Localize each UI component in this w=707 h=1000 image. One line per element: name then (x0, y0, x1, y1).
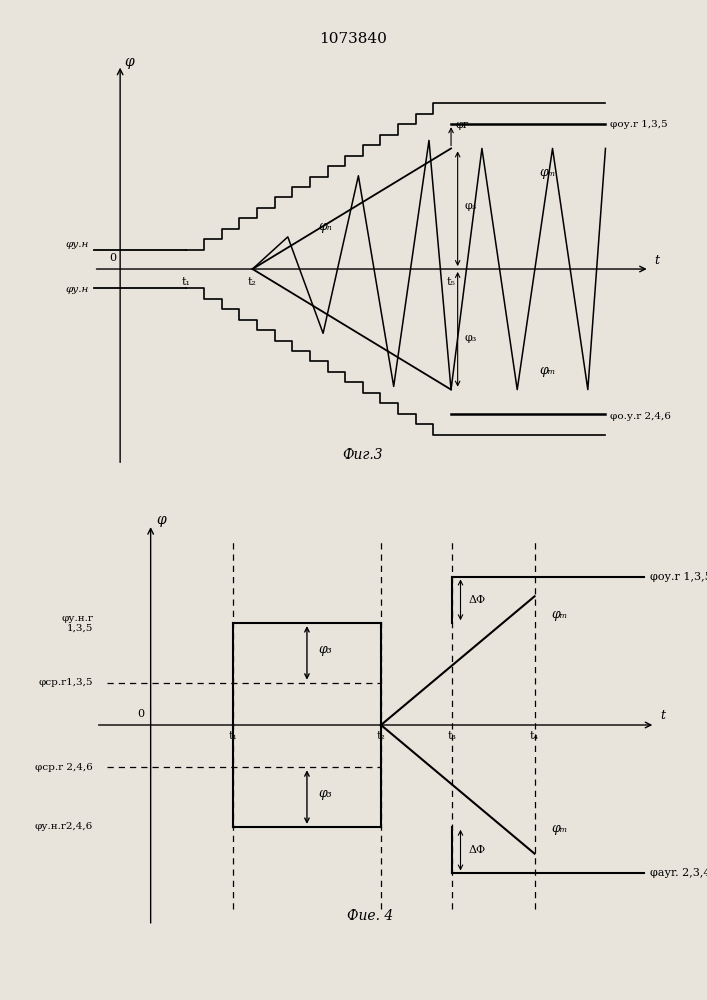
Text: t₄: t₄ (530, 731, 539, 741)
Text: φо.у.r 2,4,6: φо.у.r 2,4,6 (610, 412, 671, 421)
Text: t₂: t₂ (248, 277, 257, 287)
Text: φₘ: φₘ (539, 364, 556, 377)
Text: φоу.r 1,3,5: φоу.r 1,3,5 (650, 572, 707, 582)
Text: φоу.r 1,3,5: φоу.r 1,3,5 (610, 120, 667, 129)
Text: φу.н.r
1,3,5: φу.н.r 1,3,5 (62, 614, 93, 633)
Text: t₁: t₁ (182, 277, 191, 287)
Text: t: t (660, 709, 666, 722)
Text: φ₃: φ₃ (318, 787, 332, 800)
Text: φу.н: φу.н (66, 240, 89, 249)
Text: ΔΦ: ΔΦ (469, 595, 486, 605)
Text: φₘ: φₘ (539, 166, 556, 179)
Text: Фиг.3: Фиг.3 (342, 448, 383, 462)
Text: φу.н: φу.н (66, 285, 89, 294)
Text: t: t (654, 254, 659, 267)
Text: φₘ: φₘ (551, 608, 568, 621)
Text: φг: φг (455, 120, 469, 130)
Text: 1073840: 1073840 (320, 32, 387, 46)
Text: φу.н.r2,4,6: φу.н.r2,4,6 (35, 822, 93, 831)
Text: φауr. 2,3,4: φауr. 2,3,4 (650, 868, 707, 878)
Text: φ₃: φ₃ (464, 333, 477, 343)
Text: φср.r1,3,5: φср.r1,3,5 (39, 678, 93, 687)
Text: t₂: t₂ (377, 731, 385, 741)
Text: 0: 0 (137, 709, 144, 719)
Text: φ: φ (156, 513, 166, 527)
Text: t₅: t₅ (447, 277, 455, 287)
Text: t₃: t₃ (448, 731, 457, 741)
Text: φ₃: φ₃ (464, 201, 477, 211)
Text: 0: 0 (109, 253, 116, 263)
Text: φₙ: φₙ (319, 220, 332, 233)
Text: φ₃: φ₃ (318, 643, 332, 656)
Text: φ: φ (124, 55, 134, 69)
Text: t₁: t₁ (228, 731, 238, 741)
Text: ΔΦ: ΔΦ (469, 845, 486, 855)
Text: Фие. 4: Фие. 4 (347, 909, 393, 923)
Text: φср.r 2,4,6: φср.r 2,4,6 (35, 763, 93, 772)
Text: φₘ: φₘ (551, 822, 568, 835)
